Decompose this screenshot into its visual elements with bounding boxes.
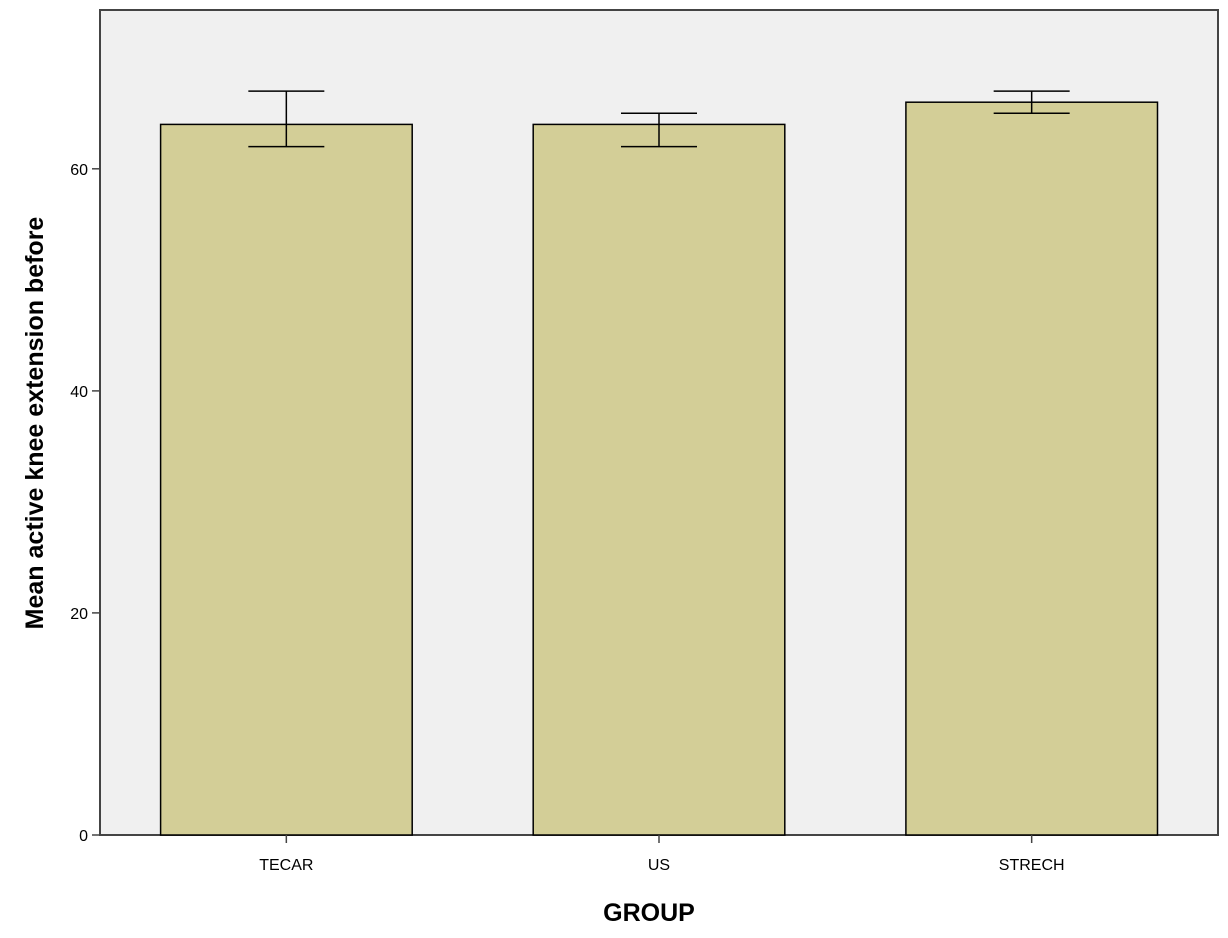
bars-group [159,101,1159,836]
x-tick-label-us: US [648,857,670,874]
y-tick-label: 40 [70,384,88,401]
y-tick-label: 0 [79,828,88,845]
error-bars-group [248,90,1070,148]
axes-group: TECAR US STRECH 0 20 40 60 [70,162,1064,874]
x-axis-title: GROUP [603,899,695,927]
y-axis-title: Mean active knee extension before [21,217,49,630]
x-tick-label-tecar: TECAR [259,857,313,874]
bar-tecar [159,123,413,836]
bar-strech [905,101,1159,836]
y-tick-label: 20 [70,606,88,623]
y-tick-label: 60 [70,162,88,179]
bar-us [532,123,786,836]
x-tick-label-strech: STRECH [999,857,1065,874]
